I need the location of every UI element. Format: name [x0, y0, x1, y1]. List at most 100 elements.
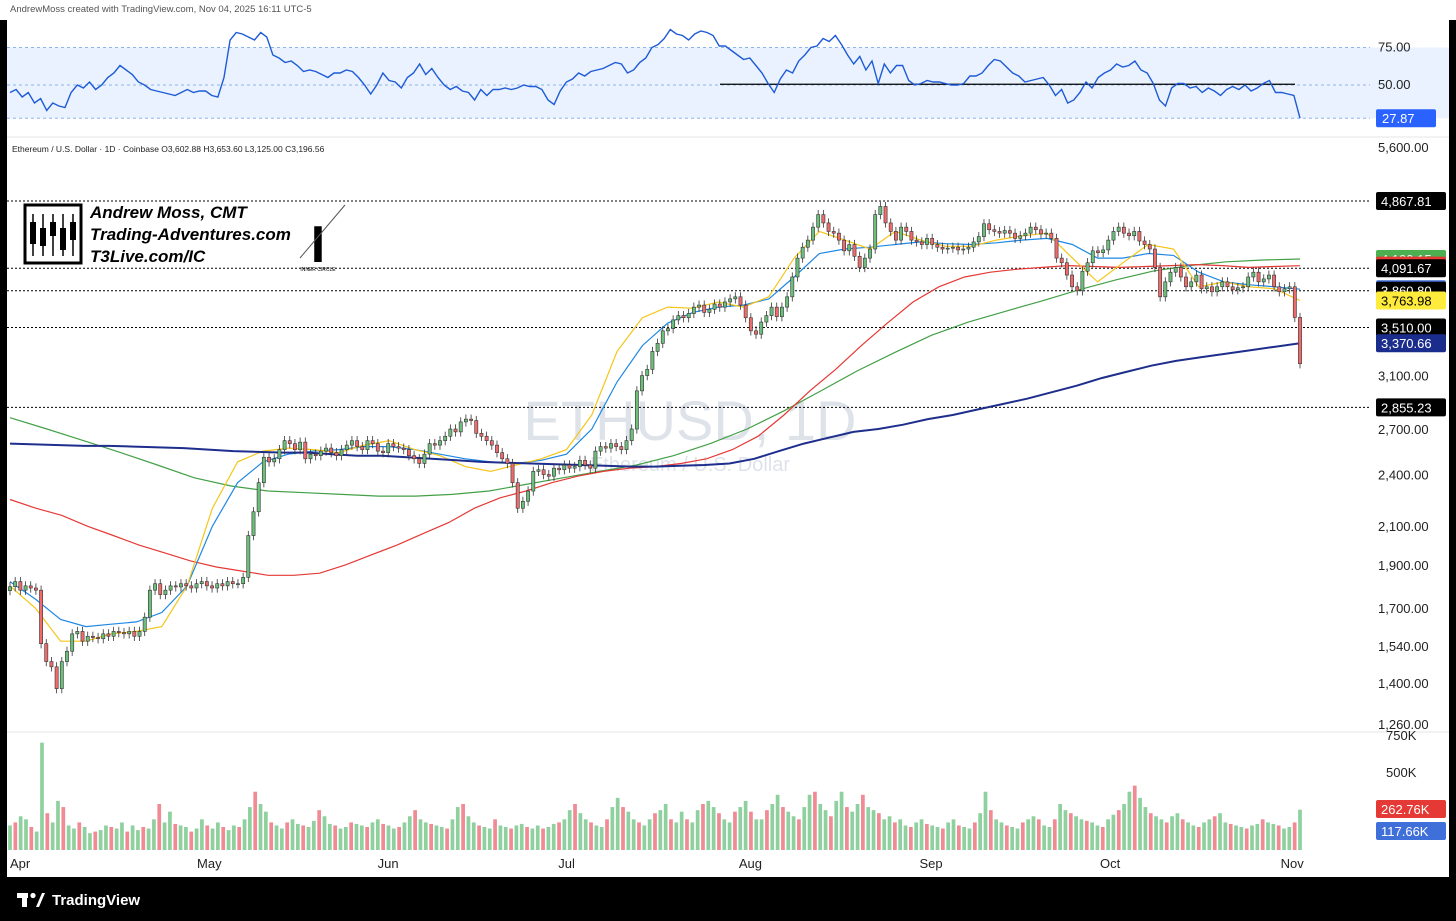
- candle-body: [158, 583, 163, 595]
- volume-bar: [930, 825, 935, 850]
- volume-bar: [1175, 813, 1180, 850]
- volume-bar: [738, 807, 743, 850]
- candle-body: [629, 428, 634, 441]
- price-badge: [1376, 334, 1446, 353]
- candle-body: [1028, 226, 1033, 234]
- candle-body: [370, 440, 375, 444]
- volume-bar: [509, 828, 513, 850]
- volume-bar: [1287, 827, 1292, 850]
- volume-bar: [216, 822, 220, 850]
- volume-bar: [1031, 816, 1036, 850]
- volume-bar: [157, 804, 162, 850]
- volume-tick-label: 750K: [1386, 728, 1417, 743]
- volume-bar: [919, 819, 924, 850]
- x-tick-label: Aug: [739, 856, 762, 871]
- candle-body: [386, 443, 391, 453]
- candle-body: [1261, 278, 1266, 283]
- volume-bar: [546, 827, 551, 850]
- candle-body: [339, 449, 344, 457]
- candle-body: [417, 458, 422, 464]
- volume-bar: [594, 825, 599, 850]
- price-tick-label: 1,700.00: [1378, 601, 1429, 616]
- rsi-last-value-label: 27.87: [1382, 111, 1415, 126]
- volume-bar: [770, 804, 775, 850]
- volume-bar: [530, 828, 535, 850]
- candle-body: [640, 375, 644, 392]
- candle-body: [857, 255, 862, 268]
- candle-body: [764, 315, 769, 323]
- author-site: Trading-Adventures.com: [90, 225, 291, 244]
- candle-body: [1002, 230, 1007, 234]
- candle-body: [888, 222, 893, 232]
- candle-body: [1075, 286, 1080, 292]
- candle-body: [469, 418, 473, 421]
- volume-bar: [861, 794, 865, 850]
- volume-bar: [962, 827, 967, 850]
- volume-bar: [349, 822, 354, 850]
- candle-body: [795, 257, 800, 278]
- volume-bar: [493, 819, 497, 850]
- volume-bar: [450, 819, 455, 850]
- candle-body: [780, 306, 784, 317]
- candle-body: [655, 342, 660, 352]
- candle-body: [204, 581, 209, 587]
- volume-bar: [866, 807, 871, 850]
- volume-bar: [248, 807, 252, 850]
- candle-body: [1090, 250, 1095, 264]
- candle-body: [147, 589, 152, 618]
- volume-bar: [343, 827, 348, 850]
- candle-body: [966, 246, 971, 250]
- author-logo-candle: [40, 228, 46, 246]
- candle-body: [287, 440, 292, 444]
- volume-tick-label: 500K: [1386, 765, 1417, 780]
- candle-body: [748, 317, 753, 332]
- candle-body: [127, 631, 132, 635]
- volume-bar: [626, 811, 631, 850]
- volume-bar: [583, 819, 588, 850]
- candle-body: [1215, 286, 1220, 293]
- candle-body: [329, 447, 334, 453]
- candle-body: [831, 231, 836, 234]
- volume-bar: [855, 804, 860, 850]
- tradingview-brand[interactable]: TradingView: [52, 892, 141, 909]
- candle-body: [1085, 262, 1090, 272]
- volume-bar: [1020, 822, 1025, 850]
- candle-body: [510, 463, 515, 484]
- volume-bar: [1276, 825, 1281, 850]
- candle-body: [697, 304, 701, 308]
- candle-body: [868, 248, 872, 259]
- candle-body: [987, 223, 992, 231]
- volume-bar: [200, 819, 204, 850]
- volume-bar: [903, 825, 908, 850]
- volume-bar: [29, 827, 34, 850]
- candle-body: [1142, 240, 1147, 245]
- chart-canvas[interactable]: [7, 20, 1449, 877]
- volume-bar: [13, 822, 18, 850]
- candle-body: [634, 390, 639, 430]
- volume-bar: [514, 825, 519, 850]
- volume-bar: [610, 807, 615, 850]
- volume-bar: [189, 831, 194, 850]
- candle-body: [909, 231, 914, 241]
- candle-body: [407, 449, 411, 457]
- volume-bar: [695, 810, 700, 850]
- price-badge: [1376, 259, 1446, 278]
- volume-bar: [455, 807, 460, 850]
- volume-bar: [573, 804, 577, 850]
- price-badge-label: 3,370.66: [1381, 336, 1432, 351]
- candle-body: [842, 239, 846, 252]
- volume-bar: [1255, 823, 1260, 850]
- volume-bar: [34, 831, 39, 850]
- candle-body: [59, 661, 64, 689]
- candle-body: [179, 583, 183, 588]
- volume-bar: [40, 742, 44, 850]
- volume-bar: [1084, 820, 1089, 850]
- price-tick-label: 1,540.00: [1378, 639, 1429, 654]
- candle-body: [261, 456, 266, 484]
- candle-body: [438, 440, 442, 446]
- volume-bar: [125, 831, 130, 850]
- volume-bar: [1058, 804, 1062, 850]
- candle-body: [241, 577, 246, 585]
